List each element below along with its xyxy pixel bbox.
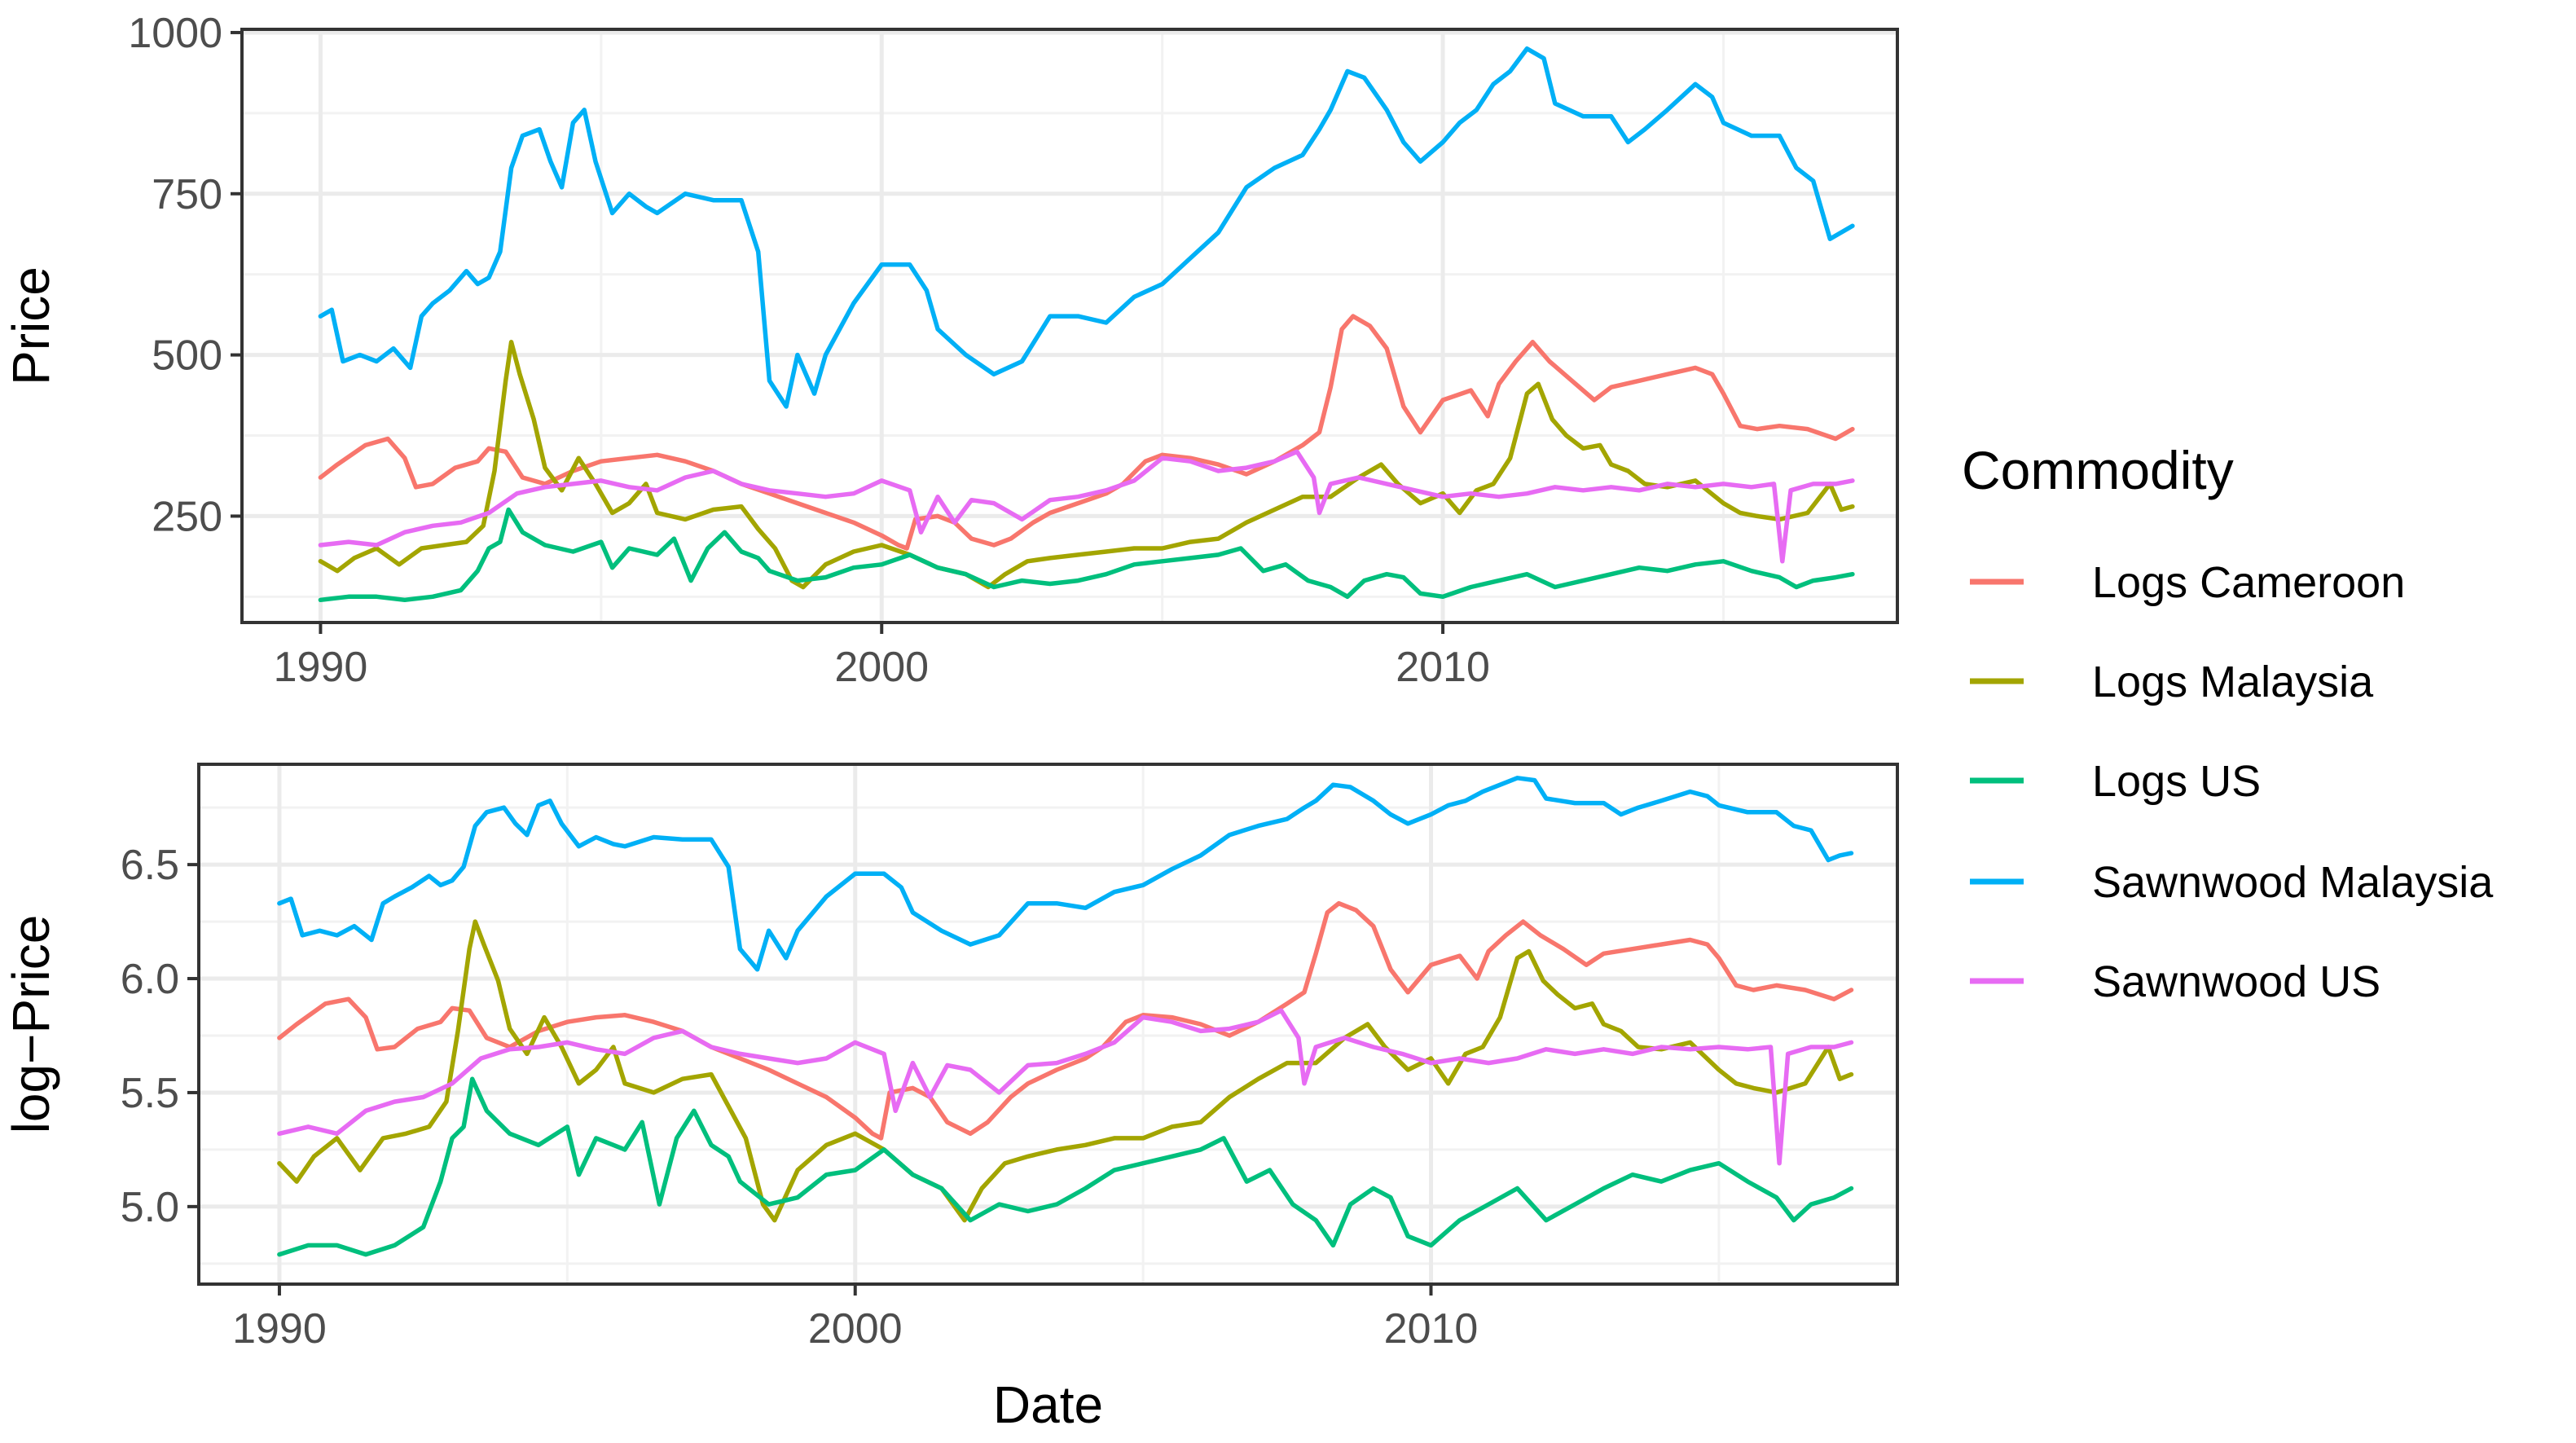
log-price-panel: 5.0 5.5 6.0 6.5 1990 2000 2010 log−Price Date xyxy=(2,763,1899,1434)
legend-label-sawnwood-malaysia: Sawnwood Malaysia xyxy=(2092,858,2494,907)
legend-item-logs-us: Logs US xyxy=(1970,757,2261,806)
y-tick-label: 6.0 xyxy=(121,956,179,1003)
legend-label-logs-us: Logs US xyxy=(2092,757,2261,806)
y-tick-label: 250 xyxy=(152,493,222,540)
series-line-logs-malaysia xyxy=(318,340,1855,590)
y-tick-label: 6.5 xyxy=(121,842,179,889)
y-tick-label: 5.0 xyxy=(121,1184,179,1231)
y-tick-label: 750 xyxy=(152,171,222,218)
legend-label-sawnwood-us: Sawnwood US xyxy=(2092,957,2380,1006)
legend-label-logs-malaysia: Logs Malaysia xyxy=(2092,658,2374,706)
x-tick-label: 1990 xyxy=(274,644,368,691)
legend-item-sawnwood-malaysia: Sawnwood Malaysia xyxy=(1970,858,2494,907)
series-line-sawnwood-malaysia xyxy=(318,46,1855,409)
y-tick-label: 500 xyxy=(152,332,222,380)
series-line-logs-us xyxy=(318,507,1855,603)
x-tick-label: 2000 xyxy=(808,1305,903,1353)
legend: Commodity Logs Cameroon Logs Malaysia Lo… xyxy=(1962,440,2494,1006)
x-tick-label: 1990 xyxy=(232,1305,327,1353)
series-line-sawnwood-malaysia xyxy=(277,776,1854,972)
series-line-sawnwood-us xyxy=(318,449,1855,564)
x-axis-title: Date xyxy=(993,1375,1103,1434)
x-tick-label: 2000 xyxy=(834,644,929,691)
x-tick-label: 2010 xyxy=(1384,1305,1479,1353)
series-line-logs-us xyxy=(277,1076,1854,1257)
y-tick-label: 5.5 xyxy=(121,1070,179,1117)
series-line-sawnwood-us xyxy=(277,1008,1854,1166)
series-line-logs-malaysia xyxy=(277,919,1854,1223)
legend-item-logs-malaysia: Logs Malaysia xyxy=(1970,658,2374,706)
legend-title: Commodity xyxy=(1962,440,2234,500)
y-axis-title: Price xyxy=(2,266,60,385)
y-tick-label: 1000 xyxy=(128,10,222,57)
series-line-logs-cameroon xyxy=(277,900,1854,1141)
series-line-logs-cameroon xyxy=(318,314,1855,551)
y-axis-title: log−Price xyxy=(2,915,60,1134)
x-tick-label: 2010 xyxy=(1396,644,1490,691)
panel-border xyxy=(197,763,1899,1286)
legend-item-logs-cameroon: Logs Cameroon xyxy=(1970,558,2405,607)
legend-label-logs-cameroon: Logs Cameroon xyxy=(2092,558,2405,607)
legend-item-sawnwood-us: Sawnwood US xyxy=(1970,957,2380,1006)
panel-border xyxy=(240,28,1899,624)
price-panel: 250 500 750 1000 1990 2000 2010 Price xyxy=(2,10,1899,691)
